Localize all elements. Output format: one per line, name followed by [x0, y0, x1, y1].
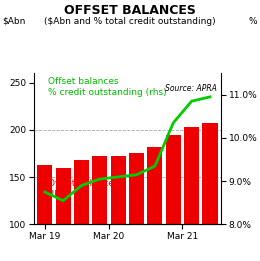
- Bar: [166, 135, 181, 261]
- Bar: [111, 156, 126, 261]
- Text: Offset balances
(lhs): Offset balances (lhs): [48, 179, 119, 199]
- Text: $Abn: $Abn: [3, 17, 26, 26]
- Text: OFFSET BALANCES: OFFSET BALANCES: [64, 4, 196, 17]
- Bar: [37, 165, 52, 261]
- Bar: [74, 160, 89, 261]
- Bar: [129, 152, 144, 261]
- Text: %: %: [249, 17, 257, 26]
- Text: Source: APRA: Source: APRA: [165, 84, 217, 93]
- Text: ($Abn and % total credit outstanding): ($Abn and % total credit outstanding): [44, 17, 216, 26]
- Text: Offset balances
% credit outstanding (rhs): Offset balances % credit outstanding (rh…: [48, 77, 167, 97]
- Bar: [56, 168, 71, 261]
- Bar: [92, 156, 107, 261]
- Bar: [203, 123, 218, 261]
- Bar: [184, 127, 199, 261]
- Bar: [147, 147, 162, 261]
